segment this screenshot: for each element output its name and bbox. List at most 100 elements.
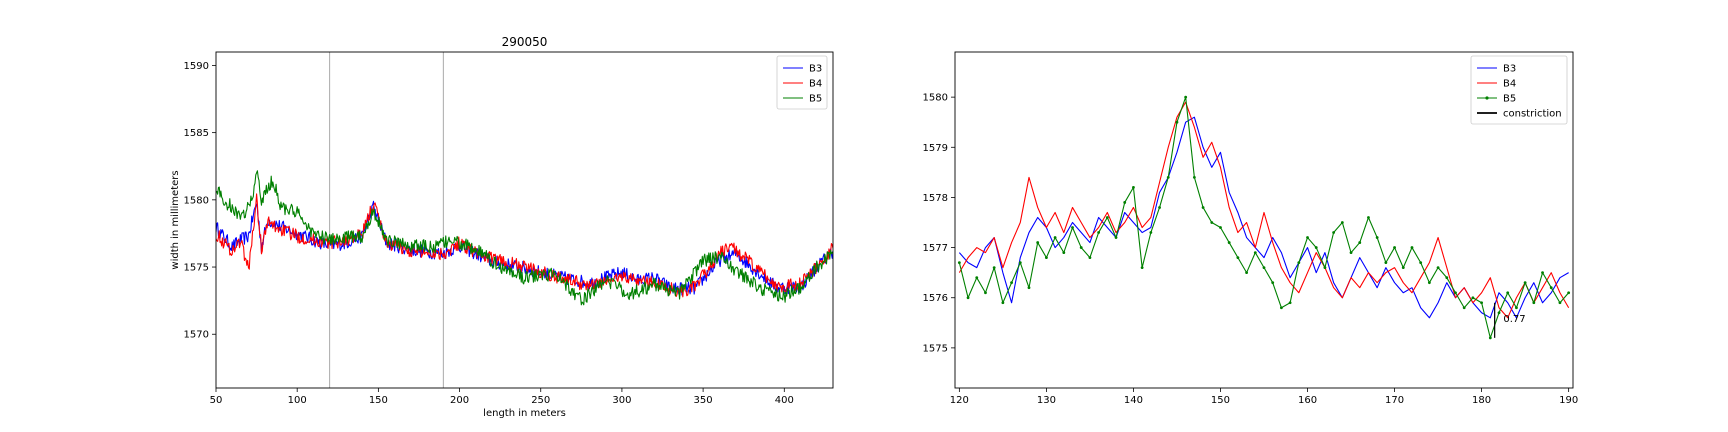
series-point-b5-6	[1010, 281, 1013, 285]
series-point-b5-27	[1192, 175, 1196, 179]
chart-right: 0.77 120 130 140 150 160 170 180 190 1575 1576 1577…	[923, 51, 1578, 406]
series-point-b5-46	[1358, 241, 1362, 244]
series-point-b5-66	[1532, 301, 1536, 305]
series-line-b5	[958, 96, 1570, 339]
series-point-b5-17	[1105, 216, 1109, 219]
legend: B3 B4 B5	[776, 55, 828, 110]
series-point-b5-28	[1201, 206, 1205, 209]
series-point-b5-45	[1349, 251, 1353, 254]
series-point-b5-41	[1314, 246, 1318, 249]
series-point-b5-54	[1427, 281, 1431, 285]
series-point-b5-32	[1236, 256, 1240, 260]
y-tick-label-1579: 1579	[923, 143, 948, 154]
x-tick-label-160: 160	[1298, 395, 1317, 406]
series-line-b4	[216, 193, 833, 298]
legend-label-b5: B5	[809, 94, 822, 105]
series-point-b5-56	[1445, 276, 1449, 280]
axes-frame	[954, 51, 1574, 389]
x-tick-label-350: 350	[694, 395, 713, 406]
series-point-b5-64	[1515, 306, 1518, 310]
legend-label-constriction: constriction	[1503, 109, 1562, 120]
x-tick-label-400: 400	[775, 395, 794, 406]
series-point-b5-59	[1471, 296, 1475, 300]
x-tick-label-150: 150	[369, 395, 388, 406]
series-point-b5-15	[1088, 256, 1092, 260]
series-point-b5-12	[1062, 251, 1066, 254]
series-point-b5-22	[1149, 231, 1153, 234]
series-point-b5-37	[1280, 306, 1283, 310]
y-tick-label-1570: 1570	[184, 330, 209, 341]
x-tick-label-250: 250	[531, 395, 550, 406]
series-point-b5-69	[1558, 301, 1562, 305]
series-point-b5-58	[1462, 306, 1466, 310]
axes-frame	[215, 51, 834, 389]
series-point-b5-39	[1297, 261, 1301, 265]
legend-label-b4: B4	[1503, 79, 1516, 90]
series-point-b5-0	[957, 261, 961, 265]
series-point-b5-52	[1410, 246, 1414, 249]
series-point-b5-70	[1567, 291, 1571, 295]
series-point-b5-50	[1393, 246, 1396, 249]
y-tick-label-1585: 1585	[184, 128, 209, 139]
y-axis-label: width in millimeters	[170, 170, 181, 269]
series-point-b5-43	[1332, 231, 1336, 234]
series-point-b5-53	[1419, 261, 1423, 265]
legend-label-b3: B3	[1503, 64, 1516, 75]
series-point-b5-49	[1384, 261, 1388, 265]
series-point-b5-48	[1375, 236, 1379, 239]
series-line-b3	[216, 200, 833, 296]
y-tick-label-1575: 1575	[923, 343, 948, 354]
series-point-b5-44	[1340, 221, 1344, 224]
series-point-b5-8	[1027, 286, 1031, 290]
legend-box	[1470, 55, 1568, 125]
series-point-b5-36	[1271, 281, 1275, 285]
x-axis-label: length in meters	[483, 408, 566, 419]
legend-marker-b5	[1485, 96, 1489, 100]
y-tick-label-1576: 1576	[923, 293, 948, 304]
y-tick-label-1580: 1580	[184, 195, 209, 206]
plot-area	[957, 95, 1571, 340]
legend-label-b3: B3	[809, 64, 822, 75]
series-point-b5-2	[975, 276, 979, 280]
series-point-b5-47	[1367, 216, 1370, 219]
plot-area	[216, 170, 833, 306]
chart-left: 50 100 150 200 250 300 350 400 1570 1575 1580 1585 1…	[170, 35, 834, 419]
y-tick-label-1577: 1577	[923, 243, 948, 254]
y-tick-label-1578: 1578	[923, 193, 948, 204]
series-point-b5-68	[1549, 286, 1553, 290]
series-point-b5-3	[984, 291, 987, 295]
series-point-b5-62	[1497, 311, 1501, 315]
series-point-b5-9	[1036, 241, 1040, 244]
series-line-b5	[216, 170, 833, 306]
series-point-b5-65	[1523, 281, 1527, 285]
series-point-b5-51	[1401, 266, 1405, 270]
series-point-b5-5	[1001, 301, 1005, 305]
legend-label-b5: B5	[1503, 94, 1516, 105]
series-point-b5-7	[1018, 261, 1022, 265]
y-tick-label-1580: 1580	[923, 93, 948, 104]
series-point-b5-30	[1219, 226, 1222, 229]
x-tick-label-150: 150	[1211, 395, 1230, 406]
series-point-b5-14	[1079, 246, 1083, 249]
constriction-annotation: 0.77	[1503, 314, 1525, 325]
x-tick-label-300: 300	[612, 395, 631, 406]
series-point-b5-11	[1053, 236, 1057, 239]
series-point-b5-61	[1488, 336, 1492, 340]
series-point-b5-20	[1132, 186, 1135, 189]
series-point-b5-57	[1454, 291, 1457, 295]
legend: B3 B4 B5 constriction	[1470, 55, 1568, 125]
series-point-b5-38	[1288, 301, 1292, 305]
series-line-b3	[958, 116, 1569, 319]
chart-title: 290050	[502, 35, 548, 49]
series-point-b5-33	[1245, 271, 1248, 275]
x-tick-label-190: 190	[1559, 395, 1578, 406]
series-line-b4	[958, 101, 1570, 319]
x-tick-label-120: 120	[950, 395, 969, 406]
series-point-b5-19	[1123, 201, 1127, 204]
series-point-b5-60	[1480, 301, 1484, 305]
series-point-b5-25	[1175, 120, 1179, 124]
x-tick-label-50: 50	[210, 395, 223, 406]
series-point-b5-31	[1227, 241, 1231, 244]
series-point-b5-10	[1044, 256, 1048, 260]
